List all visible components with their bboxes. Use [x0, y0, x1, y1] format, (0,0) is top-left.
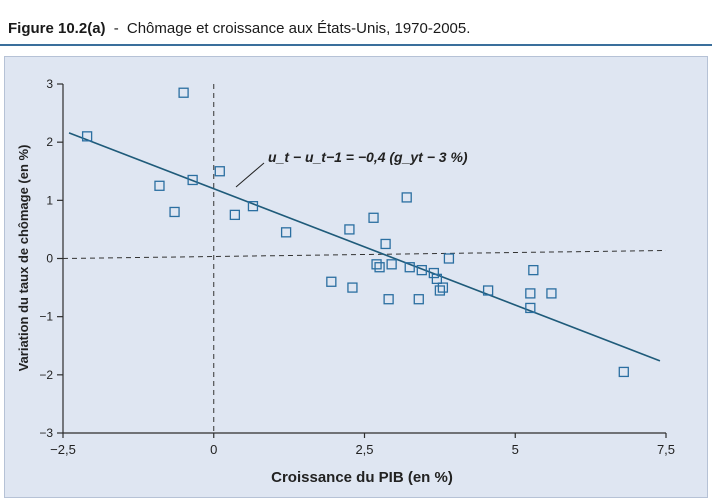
data-point	[154, 180, 165, 191]
data-point	[525, 288, 536, 299]
data-point	[401, 192, 412, 203]
data-point	[380, 238, 391, 250]
data-point	[326, 276, 337, 287]
data-point	[81, 131, 93, 142]
data-point	[416, 264, 427, 276]
y-tick-label: 2	[46, 135, 53, 149]
data-point	[404, 262, 415, 273]
data-point	[374, 262, 385, 273]
data-point	[247, 200, 259, 212]
y-tick-label: −3	[39, 426, 53, 440]
data-point	[525, 302, 536, 314]
y-axis-title: Variation du taux de chômage (en %)	[16, 145, 31, 372]
y-tick-label: −1	[39, 310, 53, 324]
x-tick-label: 2,5	[355, 442, 373, 457]
data-point	[482, 285, 494, 296]
regression-line	[68, 132, 661, 362]
data-point	[618, 366, 629, 378]
data-point	[347, 282, 358, 293]
y-tick-label: 3	[46, 77, 53, 91]
y-tick-label: −2	[39, 368, 53, 382]
horizontal-zero-line	[62, 250, 667, 259]
data-point	[434, 285, 446, 296]
data-point	[431, 273, 443, 285]
data-point	[546, 288, 557, 299]
data-point	[443, 253, 455, 264]
chart-panel	[4, 56, 708, 498]
figure-title-text: Figure 10.2(a) - Chômage et croissance a…	[8, 20, 470, 37]
title-rule	[0, 44, 712, 46]
data-point	[368, 212, 379, 223]
data-point	[428, 267, 439, 279]
data-point	[280, 227, 292, 238]
regression-label-leader	[235, 162, 265, 188]
data-point	[371, 259, 382, 270]
y-tick-label: 0	[46, 252, 53, 266]
title-separator: -	[113, 20, 119, 37]
data-point	[386, 259, 397, 270]
data-point	[187, 174, 198, 186]
x-tick-label: 7,5	[657, 442, 675, 457]
regression-label: u_t − u_t−1 = −0,4 (g_yt − 3 %)	[268, 149, 468, 165]
data-point	[528, 264, 539, 276]
y-tick-label: 1	[46, 193, 53, 207]
title-caption: Chômage et croissance aux États-Unis, 19…	[126, 20, 471, 37]
figure-title: Figure 10.2(a) - Chômage et croissance a…	[0, 14, 712, 42]
x-axis-title: Croissance du PIB (en %)	[271, 469, 453, 486]
figure-label: Figure 10.2(a)	[8, 20, 106, 37]
data-point	[178, 87, 189, 98]
data-point	[413, 294, 424, 305]
data-point	[344, 224, 355, 235]
data-point	[229, 209, 241, 221]
data-point	[214, 166, 225, 177]
data-point	[169, 206, 180, 218]
x-tick-label: 0	[210, 442, 217, 457]
data-point	[383, 294, 394, 305]
data-point	[437, 282, 449, 293]
x-tick-label: 5	[512, 442, 519, 457]
x-tick-label: −2,5	[50, 442, 76, 457]
